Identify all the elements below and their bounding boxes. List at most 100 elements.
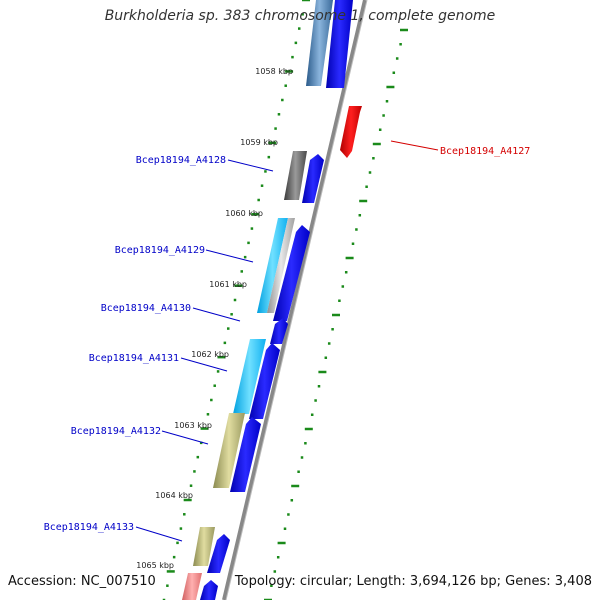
- gene-label-a4132[interactable]: Bcep18194_A4132: [71, 426, 161, 437]
- cds-arrow-a4131: [249, 343, 280, 419]
- track-dot: [183, 498, 192, 502]
- cds-track: [200, 0, 353, 600]
- feature-block-1058: [306, 0, 333, 86]
- kbp-label-1062: 1062 kbp: [191, 350, 229, 359]
- backbone-shadow: [225, 0, 368, 600]
- track-dot: [314, 399, 317, 402]
- gene-labels: Bcep18194_A4127 Bcep18194_A4128 Bcep1819…: [44, 146, 531, 533]
- track-dot: [332, 313, 340, 317]
- gene-label-a4129[interactable]: Bcep18194_A4129: [115, 245, 205, 256]
- gc-dots: [162, 0, 408, 600]
- track-dot: [206, 413, 210, 416]
- track-dot: [162, 598, 166, 600]
- track-dot: [183, 513, 186, 516]
- track-dot: [274, 127, 277, 130]
- feature-block-1065: [182, 573, 202, 600]
- track-dot: [264, 170, 267, 173]
- track-dot: [189, 484, 193, 487]
- leader-a4129: [205, 249, 254, 263]
- track-dot: [345, 256, 354, 260]
- track-dot: [226, 327, 230, 330]
- track-dot: [372, 142, 381, 146]
- track-dot: [365, 185, 368, 188]
- gene-label-a4127[interactable]: Bcep18194_A4127: [440, 146, 530, 157]
- track-dot: [324, 356, 328, 359]
- leader-a4132: [161, 430, 209, 445]
- leader-a4133: [135, 526, 183, 542]
- track-dot: [216, 370, 220, 373]
- track-dot: [172, 555, 176, 559]
- track-dot: [200, 427, 209, 430]
- feature-block-a4128: [284, 151, 307, 200]
- track-dot: [368, 171, 372, 174]
- track-dot: [210, 398, 213, 402]
- track-dot: [304, 427, 313, 431]
- track-dot: [290, 499, 294, 502]
- leader-a4128: [227, 159, 274, 172]
- track-dot: [213, 384, 216, 387]
- leader-lines: [135, 140, 439, 542]
- track-dot: [264, 598, 272, 600]
- cds-arrow-1058: [326, 0, 353, 88]
- track-dot: [358, 214, 362, 217]
- track-dot: [217, 355, 226, 359]
- track-dot: [400, 28, 408, 32]
- track-dot: [176, 541, 179, 545]
- track-dot: [230, 313, 233, 316]
- track-dot: [247, 241, 250, 245]
- track-dot: [301, 13, 304, 16]
- feature-block-a4129-cyan: [257, 218, 288, 313]
- track-dot: [317, 385, 321, 388]
- kbp-label-1060: 1060 kbp: [225, 209, 263, 218]
- track-dot: [284, 84, 287, 87]
- track-dot: [243, 255, 247, 259]
- track-dot: [267, 155, 271, 159]
- backbone-line: [222, 0, 367, 600]
- track-dot: [179, 527, 183, 530]
- track-dot: [372, 157, 375, 160]
- track-dot: [193, 470, 196, 473]
- track-dot: [386, 85, 395, 89]
- kbp-label-1065: 1065 kbp: [136, 561, 174, 570]
- gene-label-a4131[interactable]: Bcep18194_A4131: [89, 353, 179, 364]
- gene-label-a4133[interactable]: Bcep18194_A4133: [44, 522, 134, 533]
- track-dot: [382, 114, 385, 117]
- track-dot: [277, 113, 281, 116]
- track-dot: [297, 470, 300, 473]
- kbp-label-1058: 1058 kbp: [255, 67, 293, 76]
- track-dot: [199, 441, 203, 445]
- track-dot: [351, 242, 355, 245]
- gene-label-a4128[interactable]: Bcep18194_A4128: [136, 155, 226, 166]
- track-dot: [341, 285, 345, 288]
- track-dot: [240, 270, 244, 273]
- track-dot: [268, 141, 277, 145]
- leader-a4130: [192, 307, 241, 322]
- track-dot: [378, 128, 382, 131]
- track-dot: [270, 584, 273, 587]
- feature-block-a4132: [213, 413, 245, 488]
- leader-a4131: [180, 357, 228, 372]
- track-dot: [297, 27, 301, 30]
- track-dot: [291, 55, 294, 59]
- feature-block-a4131: [233, 339, 266, 414]
- track-dot: [281, 98, 284, 102]
- gene-label-a4130[interactable]: Bcep18194_A4130: [101, 303, 191, 314]
- track-dot: [344, 271, 348, 274]
- kbp-label-1064: 1064 kbp: [155, 491, 193, 500]
- track-dot: [395, 57, 399, 60]
- track-dot: [223, 341, 227, 345]
- track-dot: [300, 456, 304, 459]
- track-dot: [294, 41, 298, 45]
- track-dot: [355, 228, 358, 231]
- kbp-label-1061: 1061 kbp: [209, 280, 247, 289]
- track-dot: [318, 370, 327, 374]
- cds-arrow-1065: [200, 580, 218, 600]
- track-dot: [310, 413, 314, 416]
- map-title: Burkholderia sp. 383 chromosome 1, compl…: [104, 8, 496, 24]
- track-dot: [166, 584, 169, 587]
- track-dot: [385, 100, 389, 103]
- track-dot: [283, 527, 287, 530]
- topology-text: Topology: circular; Length: 3,694,126 bp…: [234, 574, 592, 589]
- track-dot: [399, 43, 402, 46]
- cds-arrow-a4133: [207, 534, 230, 573]
